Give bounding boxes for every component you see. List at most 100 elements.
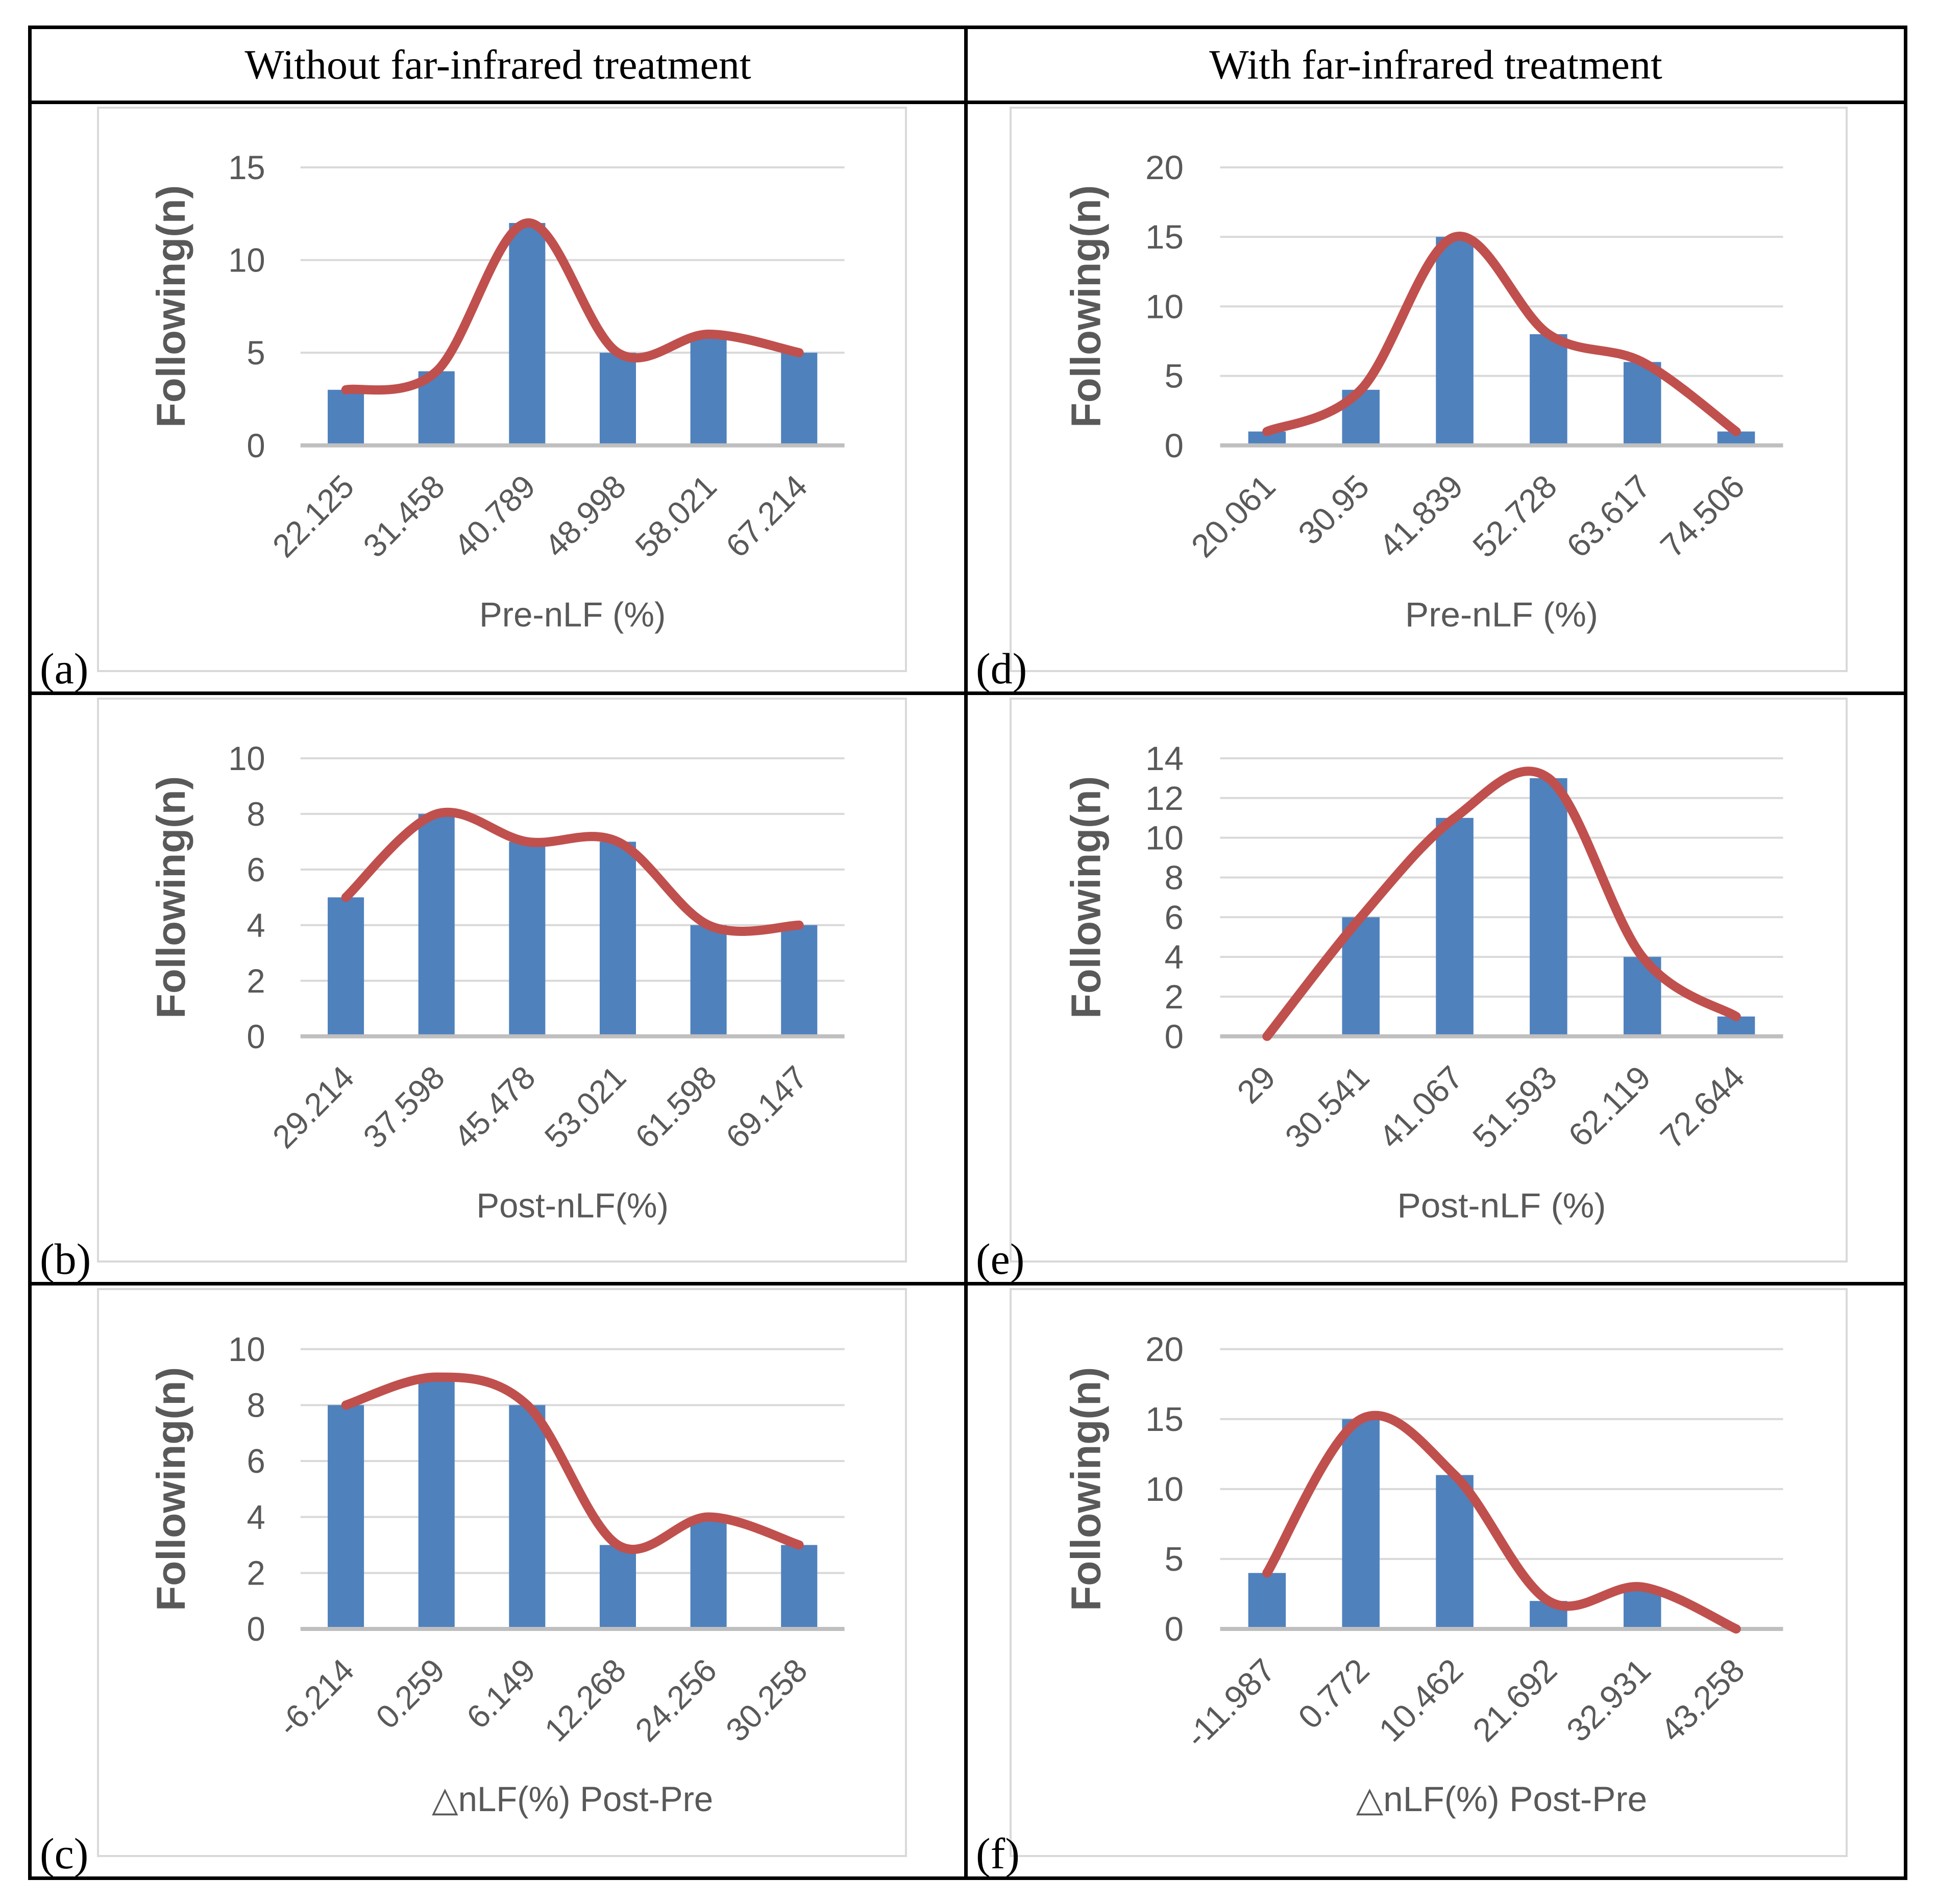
y-axis-title: Following(n) — [1063, 776, 1110, 1018]
y-axis-title: Following(n) — [148, 185, 193, 428]
x-tick-label: 62.119 — [1561, 1058, 1658, 1153]
x-tick-label: 29.214 — [266, 1059, 361, 1155]
bar — [599, 353, 636, 446]
y-tick-label: 5 — [247, 334, 265, 372]
x-axis-title: △nLF(%) Post-Pre — [432, 1781, 713, 1819]
x-axis-title: Post-nLF(%) — [476, 1186, 669, 1225]
x-tick-label: 29 — [1230, 1058, 1283, 1110]
y-tick-label: 6 — [1165, 899, 1184, 936]
fitted-curve — [1262, 766, 1741, 1041]
y-tick-label: 6 — [247, 1442, 265, 1480]
y-tick-label: 8 — [247, 795, 265, 832]
x-tick-label: 69.147 — [719, 1059, 814, 1155]
y-tick-label: 10 — [228, 1330, 265, 1369]
panel-label-e: (e) — [976, 1234, 1025, 1284]
panel-label-a: (a) — [40, 644, 89, 693]
x-axis-title: Post-nLF (%) — [1397, 1186, 1606, 1225]
fitted-curve — [1262, 231, 1741, 436]
x-axis-title: Pre-nLF (%) — [479, 596, 666, 634]
y-axis-title: Following(n) — [148, 1367, 193, 1611]
y-tick-label: 0 — [247, 1018, 265, 1055]
panel-label-b: (b) — [40, 1234, 91, 1284]
bar — [1248, 1573, 1286, 1629]
x-tick-label: -6.214 — [271, 1651, 361, 1743]
x-tick-label: 72.644 — [1653, 1058, 1751, 1155]
x-tick-label: 67.214 — [719, 468, 814, 564]
y-tick-label: 10 — [228, 739, 265, 777]
y-tick-label: 2 — [247, 962, 265, 999]
chart-c-delta-nlf: 0 2 4 6 8 10 -6.214 0.259 6.14912.26824.25630.25… — [148, 1330, 845, 1819]
panel-label-c: (c) — [40, 1828, 89, 1878]
panel-label-d: (d) — [976, 644, 1027, 693]
header-without-treatment: Without far-infrared treatment — [32, 29, 968, 104]
bar — [328, 897, 364, 1036]
bar — [328, 389, 364, 446]
bar — [509, 1405, 546, 1629]
y-tick-label: 10 — [1145, 288, 1184, 326]
y-tick-label: 8 — [1165, 859, 1184, 897]
chart-panel-b: 0 2 4 6 8 10 29.214 37.598 45.478 53.021 61.598 69.… — [97, 697, 907, 1263]
bar — [1436, 818, 1474, 1036]
y-tick-label: 2 — [1165, 978, 1184, 1016]
y-tick-label: 5 — [1165, 1541, 1184, 1578]
bar — [1623, 362, 1661, 446]
header-without-treatment-text: Without far-infrared treatment — [244, 41, 751, 88]
bar — [328, 1405, 364, 1629]
chart-panel-f: 0 5 10 15 20 -11.987 0.772 10.462 21.692 32.931 43… — [1010, 1288, 1848, 1857]
chart-a-pre-nlf: 0 5 10 15 22.12531.45840.78948.99858.02167.2… — [148, 149, 845, 634]
bar — [690, 334, 727, 446]
chart-d-pre-nlf: 0 5 10 15 20 20.061 30.9541.83952.72863.61774.… — [1063, 150, 1783, 634]
y-tick-label: 10 — [1145, 1471, 1184, 1509]
x-tick-label: 0.772 — [1291, 1651, 1377, 1736]
y-tick-label: 14 — [1145, 740, 1184, 777]
x-tick-label: 74.506 — [1653, 467, 1751, 564]
cell-d: 0 5 10 15 20 20.061 30.95 41.839 52.728 63.617 74.… — [968, 104, 1904, 695]
bar — [1530, 334, 1567, 446]
x-tick-label: 41.067 — [1371, 1058, 1470, 1155]
x-tick-label: 37.598 — [356, 1059, 451, 1155]
x-tick-label: 45.478 — [447, 1059, 542, 1155]
chart-b-post-nlf: 0 2 4 6 8 10 29.21437.59845.47853.02161.59869.… — [148, 739, 845, 1225]
figure-table: Without far-infrared treatment With far-… — [28, 26, 1907, 1880]
bar — [418, 1377, 455, 1629]
x-tick-label: 12.268 — [537, 1651, 633, 1749]
x-tick-label: 58.021 — [628, 468, 723, 564]
y-tick-label: 0 — [247, 1610, 265, 1648]
x-tick-label: 40.789 — [447, 468, 542, 564]
y-tick-label: 0 — [247, 427, 265, 464]
bar — [509, 842, 546, 1036]
x-tick-label: 32.931 — [1559, 1651, 1658, 1748]
chart-panel-a: 0 5 10 15 22.125 31.458 40.789 48.998 58.021 67.2… — [97, 107, 907, 672]
y-tick-label: 0 — [1165, 1018, 1184, 1055]
x-tick-label: 53.021 — [538, 1059, 633, 1155]
x-tick-label: 41.839 — [1371, 467, 1470, 564]
y-tick-label: 20 — [1145, 1331, 1184, 1369]
y-tick-label: 6 — [247, 851, 265, 888]
y-tick-label: 20 — [1145, 150, 1184, 187]
chart-panel-e: 0 2 4 6 8 10 12 14 29 30.541 41.067 51.593 62.119 72.… — [1010, 697, 1848, 1263]
y-axis-title: Following(n) — [1063, 185, 1110, 428]
y-tick-label: 10 — [228, 241, 265, 279]
bar — [599, 842, 636, 1036]
panel-label-f: (f) — [976, 1828, 1020, 1878]
chart-panel-c: 0 2 4 6 8 10 -6.214 0.259 6.149 12.268 24.256 30.25… — [97, 1288, 907, 1857]
y-tick-label: 2 — [247, 1554, 265, 1592]
x-tick-label: 30.541 — [1278, 1058, 1376, 1155]
x-tick-label: 21.692 — [1465, 1651, 1564, 1748]
x-tick-label: 0.259 — [369, 1651, 452, 1736]
chart-f-delta-nlf: 0 5 10 15 20 -11.987 0.77210.46221.69232.93143… — [1063, 1331, 1783, 1819]
y-tick-label: 10 — [1145, 820, 1184, 857]
cell-e: 0 2 4 6 8 10 12 14 29 30.541 41.067 51.593 62.119 72.… — [968, 695, 1904, 1286]
x-tick-label: 52.728 — [1465, 467, 1564, 564]
x-tick-label: -11.987 — [1178, 1651, 1283, 1754]
bar — [1342, 1419, 1380, 1629]
y-tick-label: 4 — [1165, 938, 1184, 976]
fitted-curve — [341, 807, 804, 936]
y-tick-label: 4 — [247, 1498, 265, 1537]
y-axis-title: Following(n) — [1063, 1367, 1110, 1611]
x-tick-label: 63.617 — [1559, 467, 1658, 564]
y-tick-label: 0 — [1165, 1611, 1184, 1648]
x-tick-label: 30.95 — [1291, 467, 1377, 551]
